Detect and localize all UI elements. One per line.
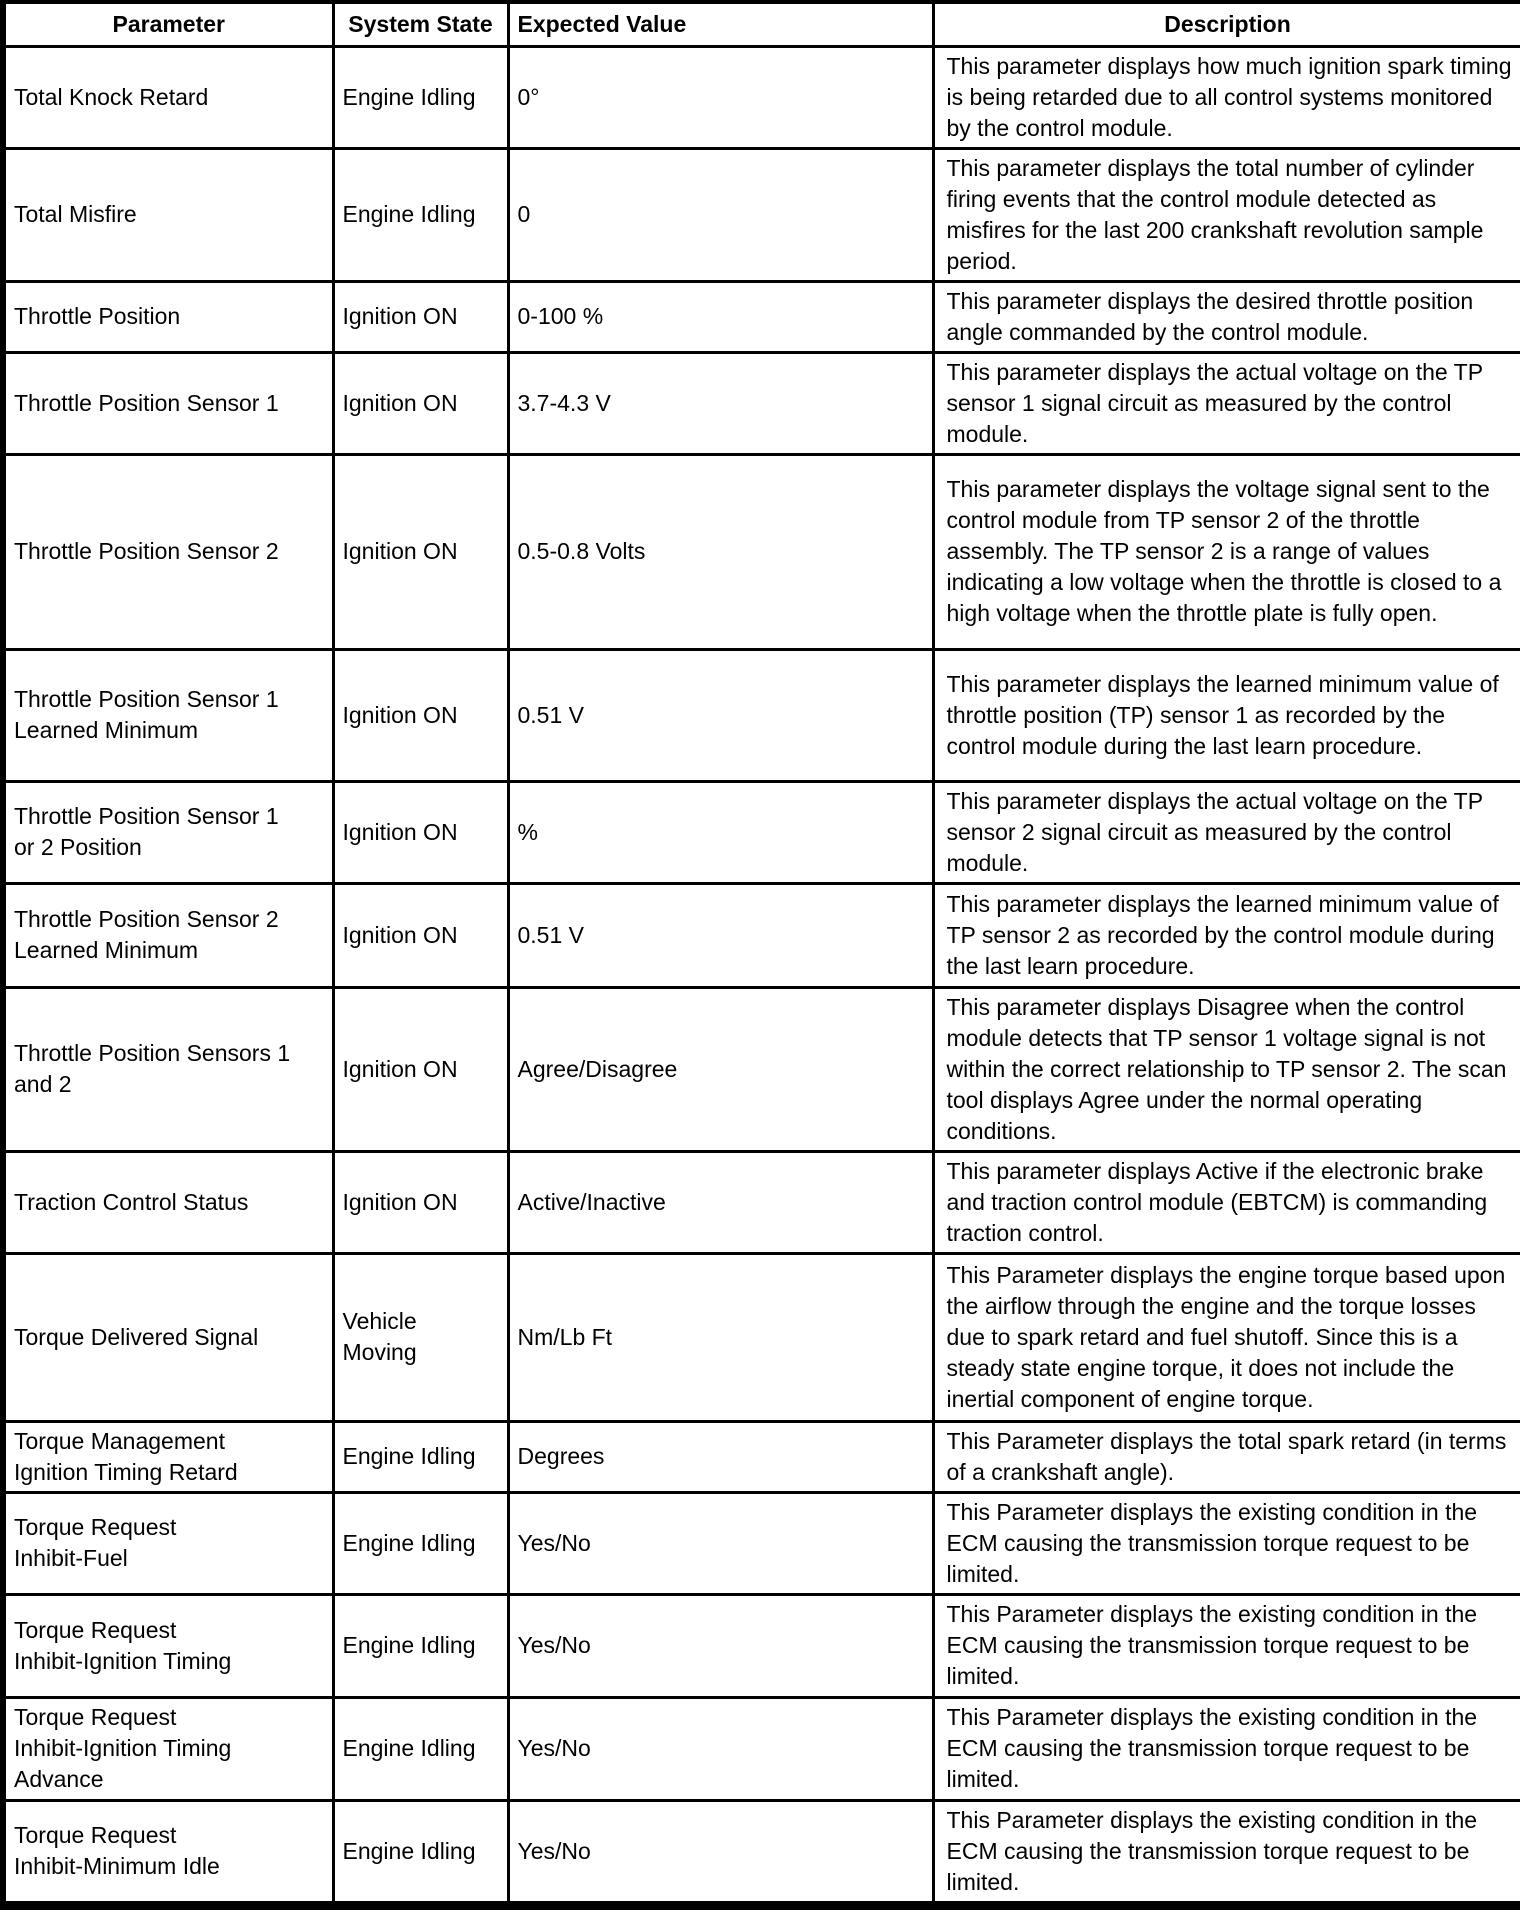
table-row: Traction Control Status Ignition ON Acti… bbox=[1, 1149, 1520, 1255]
table-row: Torque Request Inhibit-Fuel Engine Idlin… bbox=[1, 1490, 1520, 1596]
expected-value-cell: Nm/Lb Ft bbox=[506, 1251, 935, 1423]
system-state-cell: Ignition ON bbox=[331, 985, 510, 1153]
parameter-cell: Total Misfire bbox=[1, 146, 335, 283]
parameter-cell: Torque Request Inhibit-Ignition Timing bbox=[1, 1592, 335, 1699]
expected-value-cell: Degrees bbox=[506, 1419, 935, 1494]
description-cell: This parameter displays the actual volta… bbox=[931, 779, 1520, 885]
expected-value-cell: 3.7-4.3 V bbox=[506, 350, 935, 456]
system-state-cell: Engine Idling bbox=[331, 44, 510, 150]
expected-value-cell: 0.51 V bbox=[506, 647, 935, 783]
header-row: Parameter System State Expected Value De… bbox=[1, 0, 1520, 48]
description-cell: This Parameter displays the existing con… bbox=[931, 1592, 1520, 1699]
table-row: Torque Management Ignition Timing Retard… bbox=[1, 1419, 1520, 1494]
parameter-cell: Torque Request Inhibit-Minimum Idle bbox=[1, 1798, 335, 1907]
parameter-cell: Throttle Position bbox=[1, 279, 335, 354]
table-row: Torque Delivered Signal Vehicle Moving N… bbox=[1, 1251, 1520, 1423]
expected-value-cell: % bbox=[506, 779, 935, 885]
description-cell: This parameter displays the desired thro… bbox=[931, 279, 1520, 354]
table-row: Throttle Position Sensor 2 Learned Minim… bbox=[1, 881, 1520, 989]
table-row: Total Misfire Engine Idling 0 This param… bbox=[1, 146, 1520, 283]
table-row: Total Knock Retard Engine Idling 0° This… bbox=[1, 44, 1520, 150]
description-cell: This parameter displays the total number… bbox=[931, 146, 1520, 283]
system-state-cell: Engine Idling bbox=[331, 1695, 510, 1802]
parameter-cell: Torque Management Ignition Timing Retard bbox=[1, 1419, 335, 1494]
table-row: Throttle Position Sensor 1 Learned Minim… bbox=[1, 647, 1520, 783]
table-row: Throttle Position Sensor 2 Ignition ON 0… bbox=[1, 452, 1520, 651]
expected-value-cell: Agree/Disagree bbox=[506, 985, 935, 1153]
parameter-cell: Torque Request Inhibit-Fuel bbox=[1, 1490, 335, 1596]
expected-value-cell: 0° bbox=[506, 44, 935, 150]
description-cell: This parameter displays the learned mini… bbox=[931, 647, 1520, 783]
parameter-cell: Torque Request Inhibit-Ignition Timing A… bbox=[1, 1695, 335, 1802]
table-row: Torque Request Inhibit-Ignition Timing A… bbox=[1, 1695, 1520, 1802]
description-cell: This parameter displays the actual volta… bbox=[931, 350, 1520, 456]
system-state-cell: Engine Idling bbox=[331, 146, 510, 283]
expected-value-cell: 0.51 V bbox=[506, 881, 935, 989]
system-state-cell: Vehicle Moving bbox=[331, 1251, 510, 1423]
expected-value-cell: Yes/No bbox=[506, 1798, 935, 1907]
description-cell: This Parameter displays the engine torqu… bbox=[931, 1251, 1520, 1423]
expected-value-cell: 0 bbox=[506, 146, 935, 283]
system-state-cell: Ignition ON bbox=[331, 1149, 510, 1255]
col-header-parameter: Parameter bbox=[1, 0, 335, 48]
description-cell: This parameter displays Active if the el… bbox=[931, 1149, 1520, 1255]
system-state-cell: Engine Idling bbox=[331, 1490, 510, 1596]
table-row: Throttle Position Sensor 1 or 2 Position… bbox=[1, 779, 1520, 885]
table-row: Throttle Position Sensor 1 Ignition ON 3… bbox=[1, 350, 1520, 456]
description-cell: This parameter displays the learned mini… bbox=[931, 881, 1520, 989]
system-state-cell: Ignition ON bbox=[331, 452, 510, 651]
expected-value-cell: Yes/No bbox=[506, 1592, 935, 1699]
description-cell: This parameter displays the voltage sign… bbox=[931, 452, 1520, 651]
expected-value-cell: Yes/No bbox=[506, 1695, 935, 1802]
expected-value-cell: 0.5-0.8 Volts bbox=[506, 452, 935, 651]
col-header-description: Description bbox=[931, 0, 1520, 48]
description-cell: This Parameter displays the existing con… bbox=[931, 1798, 1520, 1907]
parameter-cell: Throttle Position Sensors 1 and 2 bbox=[1, 985, 335, 1153]
parameter-cell: Traction Control Status bbox=[1, 1149, 335, 1255]
system-state-cell: Ignition ON bbox=[331, 279, 510, 354]
col-header-system-state: System State bbox=[331, 0, 510, 48]
parameter-cell: Throttle Position Sensor 2 Learned Minim… bbox=[1, 881, 335, 989]
system-state-cell: Ignition ON bbox=[331, 647, 510, 783]
system-state-cell: Ignition ON bbox=[331, 350, 510, 456]
expected-value-cell: Yes/No bbox=[506, 1490, 935, 1596]
table-row: Throttle Position Ignition ON 0-100 % Th… bbox=[1, 279, 1520, 354]
parameter-cell: Throttle Position Sensor 1 or 2 Position bbox=[1, 779, 335, 885]
system-state-cell: Engine Idling bbox=[331, 1798, 510, 1907]
table-row: Torque Request Inhibit-Minimum Idle Engi… bbox=[1, 1798, 1520, 1907]
parameter-cell: Torque Delivered Signal bbox=[1, 1251, 335, 1423]
table-row: Torque Request Inhibit-Ignition Timing E… bbox=[1, 1592, 1520, 1699]
col-header-expected-value: Expected Value bbox=[506, 0, 935, 48]
system-state-cell: Engine Idling bbox=[331, 1592, 510, 1699]
table-row: Throttle Position Sensors 1 and 2 Igniti… bbox=[1, 985, 1520, 1153]
system-state-cell: Ignition ON bbox=[331, 779, 510, 885]
description-cell: This parameter displays Disagree when th… bbox=[931, 985, 1520, 1153]
parameter-cell: Throttle Position Sensor 1 bbox=[1, 350, 335, 456]
system-state-cell: Engine Idling bbox=[331, 1419, 510, 1494]
parameter-cell: Throttle Position Sensor 1 Learned Minim… bbox=[1, 647, 335, 783]
system-state-cell: Ignition ON bbox=[331, 881, 510, 989]
expected-value-cell: Active/Inactive bbox=[506, 1149, 935, 1255]
expected-value-cell: 0-100 % bbox=[506, 279, 935, 354]
description-cell: This Parameter displays the existing con… bbox=[931, 1490, 1520, 1596]
description-cell: This Parameter displays the total spark … bbox=[931, 1419, 1520, 1494]
parameter-cell: Throttle Position Sensor 2 bbox=[1, 452, 335, 651]
description-cell: This parameter displays how much ignitio… bbox=[931, 44, 1520, 150]
description-cell: This Parameter displays the existing con… bbox=[931, 1695, 1520, 1802]
parameter-cell: Total Knock Retard bbox=[1, 44, 335, 150]
